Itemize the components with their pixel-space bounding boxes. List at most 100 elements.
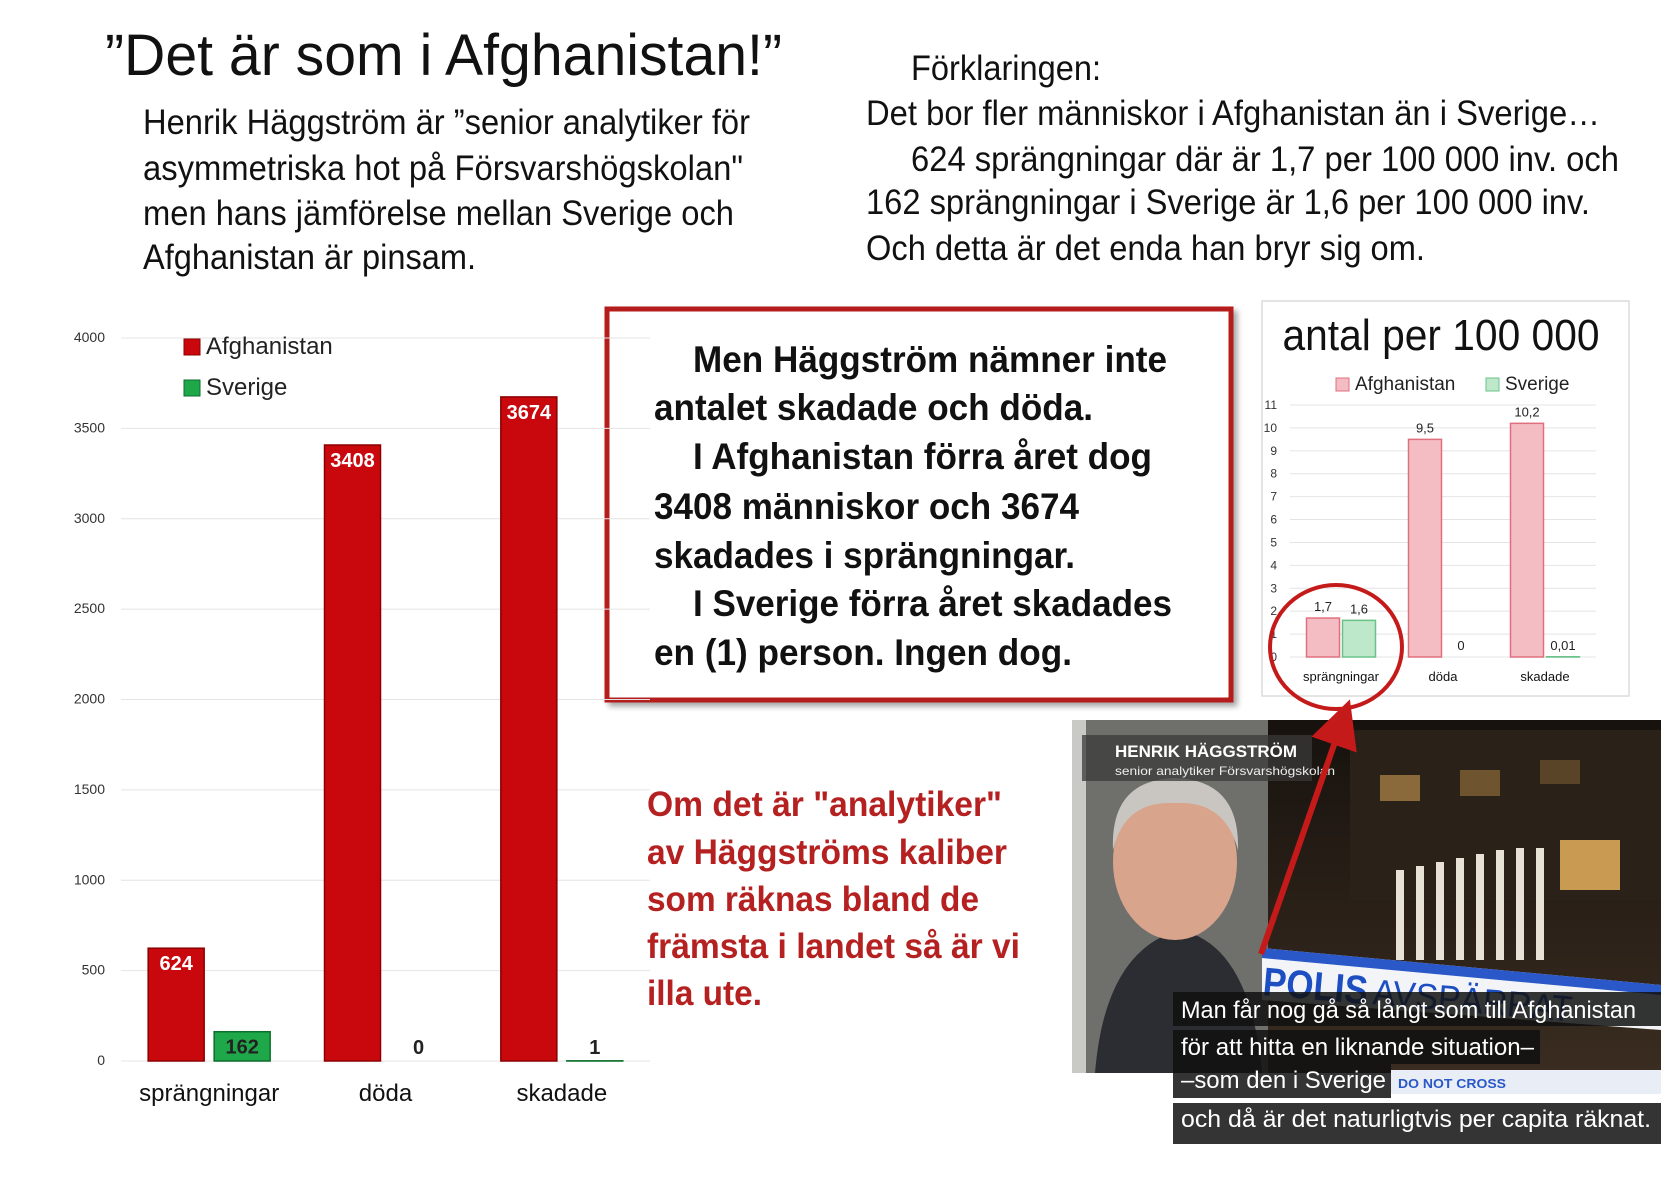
tape-strip <box>1391 1070 1661 1094</box>
data-label: 624 <box>159 953 193 975</box>
explanation-line: 162 sprängningar i Sverige är 1,6 per 10… <box>866 183 1590 222</box>
y-tick-label: 1000 <box>74 871 105 887</box>
y-tick-label: 2000 <box>74 691 105 707</box>
intro-line: asymmetriska hot på Försvarshögskolan" <box>143 149 743 188</box>
conclusion-line: främsta i landet så är vi <box>647 927 1020 966</box>
y-tick-label: 4 <box>1270 558 1277 572</box>
arrow <box>1258 699 1357 955</box>
callout-line: 3408 människor och 3674 <box>654 486 1079 527</box>
window <box>1560 840 1620 890</box>
data-label: 0,01 <box>1550 638 1575 653</box>
fence <box>1396 848 1544 960</box>
subtitle-line: och då är det naturligtvis per capita rä… <box>1181 1106 1651 1133</box>
conclusion-line: illa ute. <box>647 974 762 1013</box>
legend-swatch <box>183 379 201 397</box>
y-tick-label: 0 <box>1270 650 1277 664</box>
intro-line: Henrik Häggström är ”senior analytiker f… <box>143 103 750 142</box>
data-label: 1,7 <box>1314 599 1332 614</box>
y-tick-label: 4000 <box>74 329 105 345</box>
x-tick-label: döda <box>1429 669 1459 684</box>
lower-third <box>1082 735 1312 781</box>
callout-line: antalet skadade och döda. <box>654 387 1093 428</box>
bar <box>1305 617 1341 658</box>
window <box>1540 760 1580 784</box>
window <box>1380 775 1420 801</box>
hair <box>1112 778 1239 850</box>
subtitle-line: för att hitta en liknande situation– <box>1181 1034 1535 1061</box>
callout-line: I Afghanistan förra året dog <box>693 436 1152 477</box>
legend-label: Sverige <box>1505 374 1569 395</box>
y-tick-label: 1500 <box>74 781 105 797</box>
y-tick-label: 11 <box>1265 398 1278 412</box>
data-label: 10,2 <box>1514 404 1539 419</box>
y-tick-label: 5 <box>1270 535 1277 549</box>
y-tick-label: 500 <box>82 962 106 978</box>
data-label: 1 <box>589 1037 600 1059</box>
data-label: 162 <box>225 1037 258 1059</box>
bar <box>1341 619 1377 658</box>
legend-swatch <box>1485 377 1500 392</box>
explanation-line: Och detta är det enda han bryr sig om. <box>866 229 1425 268</box>
portrait-frame <box>1072 720 1086 1073</box>
callout-box <box>604 306 1234 703</box>
title: ”Det är som i Afghanistan!” <box>105 23 782 88</box>
explanation-line: Förklaringen: <box>911 49 1101 88</box>
data-label: 3674 <box>507 402 552 424</box>
data-label: 3408 <box>330 450 375 472</box>
y-tick-label: 3500 <box>74 419 105 435</box>
callout-line: I Sverige förra året skadades <box>693 583 1172 624</box>
intro-line: Afghanistan är pinsam. <box>143 238 476 277</box>
y-tick-label: 6 <box>1270 513 1277 527</box>
window <box>1460 770 1500 796</box>
y-tick-label: 3000 <box>74 510 105 526</box>
tv-name: HENRIK HÄGGSTRÖM <box>1115 742 1297 761</box>
intro-line: men hans jämförelse mellan Sverige och <box>143 194 734 233</box>
explanation-line: Det bor fler människor i Afghanistan än … <box>866 94 1600 133</box>
subtitle-line: –som den i Sverige <box>1181 1067 1386 1094</box>
y-tick-label: 2500 <box>74 600 105 616</box>
data-label: 9,5 <box>1416 420 1434 435</box>
bar <box>323 444 382 1062</box>
subtitle-bg <box>1173 1064 1391 1098</box>
x-tick-label: skadade <box>1520 669 1569 684</box>
y-tick-label: 2 <box>1270 604 1277 618</box>
data-label: 0 <box>413 1037 424 1059</box>
bar <box>1407 438 1443 658</box>
bar <box>147 947 205 1062</box>
y-tick-label: 7 <box>1270 490 1277 504</box>
x-tick-label: sprängningar <box>139 1080 279 1107</box>
y-tick-label: 0 <box>97 1052 105 1068</box>
x-tick-label: sprängningar <box>1303 669 1380 684</box>
legend-swatch <box>1335 377 1350 392</box>
y-tick-label: 10 <box>1264 421 1278 435</box>
callout-line: Men Häggström nämner inte <box>693 339 1167 380</box>
face <box>1113 784 1237 940</box>
conclusion-line: Om det är "analytiker" <box>647 785 1002 824</box>
tv-role: senior analytiker Försvarshögskolan <box>1115 764 1335 778</box>
legend-label: Afghanistan <box>1355 374 1455 395</box>
bar <box>500 396 558 1062</box>
data-label: 0 <box>1457 638 1464 653</box>
explanation-line: 624 sprängningar där är 1,7 per 100 000 … <box>911 140 1619 179</box>
legend-label: Afghanistan <box>206 333 333 360</box>
legend-label: Sverige <box>206 374 287 401</box>
bar <box>1509 422 1545 658</box>
callout-line: en (1) person. Ingen dog. <box>654 632 1072 673</box>
subtitle-bg <box>1173 1103 1661 1144</box>
y-tick-label: 1 <box>1270 627 1277 641</box>
data-label: 1,6 <box>1350 601 1368 616</box>
x-tick-label: skadade <box>516 1080 607 1107</box>
subtitle-line: Man får nog gå så långt som till Afghani… <box>1181 997 1636 1024</box>
subtitle-bg <box>1173 992 1661 1026</box>
callout-line: skadades i sprängningar. <box>654 535 1075 576</box>
subtitle-bg <box>1173 1030 1540 1064</box>
y-tick-label: 9 <box>1270 444 1277 458</box>
tape-small: DO NOT CROSS <box>1398 1076 1506 1091</box>
conclusion-line: som räknas bland de <box>647 880 979 919</box>
legend-swatch <box>183 338 201 356</box>
x-tick-label: döda <box>359 1080 413 1107</box>
chart-title: antal per 100 000 <box>1283 311 1600 360</box>
y-tick-label: 8 <box>1270 467 1277 481</box>
